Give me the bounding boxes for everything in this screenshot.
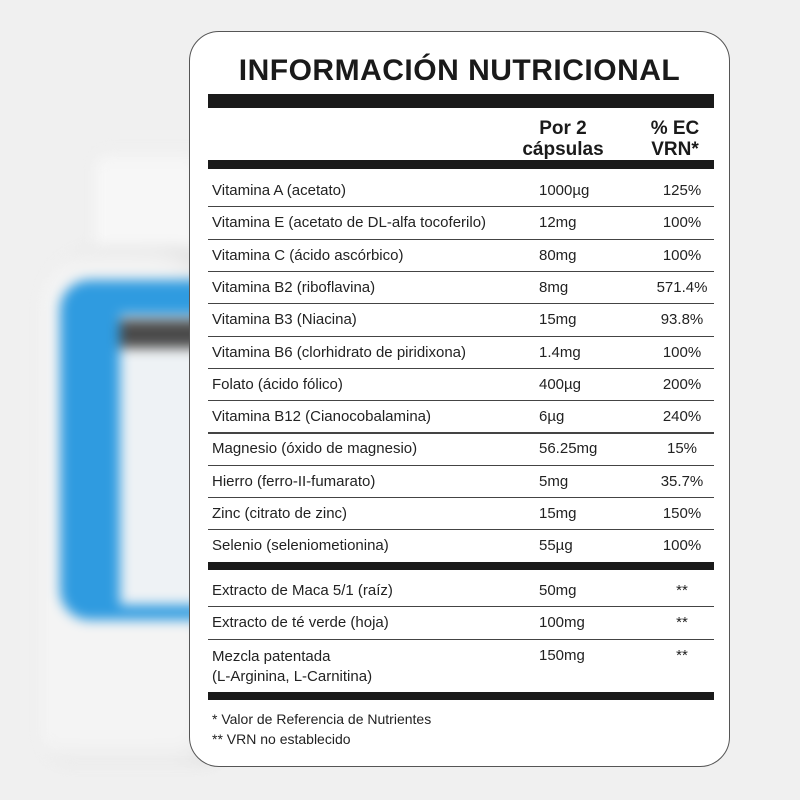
table-row: Vitamina C (ácido ascórbico) 80mg 100%: [208, 239, 714, 271]
nutrient-name: Extracto de té verde (hoja): [212, 614, 389, 632]
nutrient-name: Hierro (ferro-II-fumarato): [212, 472, 376, 490]
nutrient-vrn: 150%: [662, 505, 702, 522]
nutrient-vrn: 15%: [666, 440, 698, 458]
footnote-vrn-not-set: ** VRN no establecido: [212, 731, 351, 747]
nutrient-amount: 5mg: [539, 472, 569, 490]
table-row: Mezcla patentada (L-Arginina, L-Carnitina…: [208, 639, 714, 691]
row-divider: [208, 238, 714, 240]
nutrient-vrn: 100%: [662, 246, 702, 264]
nutrient-name: Selenio (seleniometionina): [212, 537, 389, 555]
table-row: Hierro (ferro-II-fumarato) 5mg 35.7%: [208, 465, 714, 497]
table-row: Vitamina E (acetato de DL-alfa tocoferil…: [208, 206, 714, 238]
row-divider: [208, 303, 714, 305]
row-divider: [208, 529, 714, 531]
nutrient-amount: 8mg: [539, 278, 569, 296]
card-title: INFORMACIÓN NUTRICIONAL: [238, 54, 681, 87]
nutrient-vrn: 200%: [662, 375, 702, 393]
header-amount: Por 2 cápsulas: [522, 118, 604, 160]
nutrient-vrn: 93.8%: [660, 311, 704, 329]
nutrient-amount: 400µg: [539, 375, 582, 393]
row-divider: [208, 497, 714, 499]
table-row: Vitamina B12 (Cianocobalamina) 6µg 240%: [208, 400, 714, 432]
row-divider: [208, 335, 714, 337]
row-divider: [208, 367, 714, 369]
nutrient-name: Zinc (citrato de zinc): [212, 505, 348, 522]
nutrition-facts-card: INFORMACIÓN NUTRICIONAL Por 2 cápsulas %…: [189, 31, 730, 767]
nutrient-vrn: **: [676, 646, 688, 664]
footnote-vrn: * Valor de Referencia de Nutrientes: [212, 711, 432, 727]
table-row: Extracto de Maca 5/1 (raíz) 50mg **: [208, 574, 714, 606]
nutrient-vrn: 125%: [662, 182, 702, 199]
nutrient-name: Vitamina A (acetato): [212, 182, 346, 199]
table-row: Folato (ácido fólico) 400µg 200%: [208, 368, 714, 400]
row-divider: [208, 638, 714, 640]
nutrient-vrn: 100%: [662, 343, 702, 361]
row-divider: [208, 206, 714, 208]
nutrient-name: Vitamina E (acetato de DL-alfa tocoferil…: [212, 214, 487, 232]
table-row: Extracto de té verde (hoja) 100mg **: [208, 606, 714, 638]
nutrient-vrn: **: [676, 614, 688, 632]
row-divider: [208, 432, 714, 434]
nutrient-amount: 56.25mg: [539, 440, 598, 458]
nutrient-amount: 55µg: [539, 537, 573, 555]
section-divider: [208, 562, 714, 570]
nutrient-name: Vitamina B12 (Cianocobalamina): [212, 408, 432, 426]
nutrient-vrn: 571.4%: [656, 278, 708, 296]
row-divider: [208, 400, 714, 402]
nutrient-amount: 1.4mg: [539, 343, 581, 361]
header-vrn: % EC VRN*: [650, 118, 700, 160]
nutrient-vrn: 100%: [662, 214, 702, 232]
nutrient-name: Magnesio (óxido de magnesio): [212, 440, 418, 458]
section-divider: [208, 692, 714, 700]
nutrient-name: Folato (ácido fólico): [212, 375, 343, 393]
table-row: Selenio (seleniometionina) 55µg 100%: [208, 529, 714, 561]
nutrient-amount: 50mg: [539, 582, 577, 599]
header-divider: [208, 160, 714, 169]
nutrient-name: Vitamina B3 (Niacina): [212, 311, 357, 329]
nutrient-vrn: 240%: [662, 408, 702, 426]
nutrient-name: Vitamina C (ácido ascórbico): [212, 246, 404, 264]
top-divider: [208, 94, 714, 108]
nutrient-amount: 15mg: [539, 311, 577, 329]
nutrient-vrn: **: [676, 582, 688, 599]
nutrient-amount: 12mg: [539, 214, 577, 232]
row-divider: [208, 606, 714, 608]
row-divider: [208, 464, 714, 466]
table-row: Vitamina B3 (Niacina) 15mg 93.8%: [208, 303, 714, 335]
nutrient-amount: 150mg: [539, 646, 585, 664]
nutrient-name: Mezcla patentada (L-Arginina, L-Carnitina…: [212, 647, 373, 685]
nutrient-amount: 1000µg: [539, 182, 590, 199]
nutrient-amount: 100mg: [539, 614, 585, 632]
table-row: Vitamina B6 (clorhidrato de piridixona) 1…: [208, 336, 714, 368]
table-row: Zinc (citrato de zinc) 15mg 150%: [208, 497, 714, 529]
table-row: Vitamina A (acetato) 1000µg 125%: [208, 174, 714, 206]
table-row: Magnesio (óxido de magnesio) 56.25mg 15%: [208, 432, 714, 464]
nutrient-amount: 15mg: [539, 505, 577, 522]
nutrient-vrn: 35.7%: [660, 472, 704, 490]
nutrient-name: Vitamina B2 (riboflavina): [212, 278, 376, 296]
nutrient-amount: 6µg: [539, 408, 565, 426]
table-row: Vitamina B2 (riboflavina) 8mg 571.4%: [208, 271, 714, 303]
nutrient-vrn: 100%: [662, 537, 702, 555]
footnotes: * Valor de Referencia de Nutrientes ** V…: [212, 709, 431, 749]
nutrient-name: Extracto de Maca 5/1 (raíz): [212, 582, 393, 599]
nutrient-name: Vitamina B6 (clorhidrato de piridixona): [212, 343, 467, 361]
nutrient-amount: 80mg: [539, 246, 577, 264]
row-divider: [208, 270, 714, 273]
